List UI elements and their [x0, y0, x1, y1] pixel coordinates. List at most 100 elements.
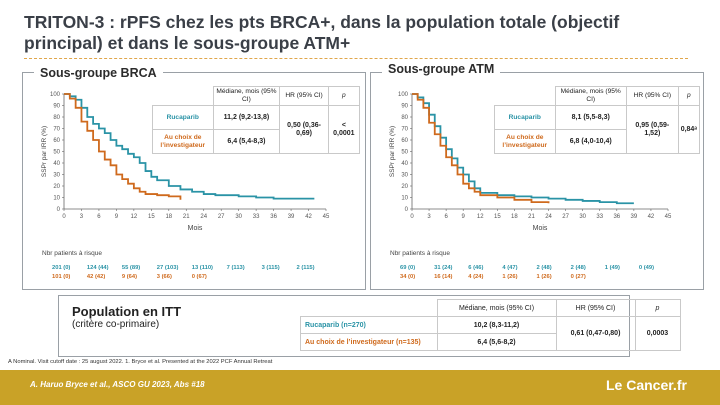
itt-col-p: p — [634, 299, 681, 317]
brca-x-tick-label: 45 — [323, 214, 330, 220]
brca-x-tick-label: 42 — [305, 214, 312, 220]
atm-col-hr: HR (95% CI) — [625, 86, 679, 106]
atm-risk-label: Nbr patients à risque — [390, 250, 450, 257]
atm-x-tick-label: 33 — [596, 214, 603, 220]
atm-y-tick-label: 50 — [401, 150, 408, 156]
brca-x-tick-label: 30 — [235, 214, 242, 220]
risk-value: 201 (0) — [52, 265, 71, 271]
brca-y-tick-label: 100 — [50, 92, 61, 98]
itt-stats-table: Médiane, mois (95% CI) HR (95% CI) p Ruc… — [300, 299, 681, 351]
risk-value: 9 (64) — [121, 274, 138, 280]
atm-x-tick-label: 45 — [665, 214, 672, 220]
atm-stats-table: Médiane, mois (95% CI) HR (95% CI) p Ruc… — [494, 86, 701, 154]
brca-x-tick-label: 9 — [115, 214, 119, 220]
brca-col-median: Médiane, mois (95% CI) — [212, 86, 281, 106]
itt-investigator-label: Au choix de l’investigateur (n=135) — [300, 333, 438, 351]
risk-value: 27 (103) — [156, 265, 179, 271]
brca-x-tick-label: 3 — [80, 214, 84, 220]
brca-x-tick-label: 18 — [165, 214, 172, 220]
atm-x-tick-label: 27 — [562, 214, 569, 220]
atm-y-tick-label: 90 — [401, 104, 408, 110]
atm-y-tick-label: 20 — [401, 184, 408, 190]
itt-investigator-median: 6,4 (5,6-8,2) — [436, 333, 557, 351]
brca-y-tick-label: 80 — [53, 115, 60, 121]
lecancer-logo: Le Cancer.fr — [606, 377, 687, 393]
brca-rucaparib-curve — [64, 93, 315, 200]
atm-y-tick-label: 60 — [401, 138, 408, 144]
brca-x-axis-label: Mois — [188, 225, 203, 232]
atm-rucaparib-curve — [412, 93, 634, 205]
brca-y-tick-label: 50 — [53, 150, 60, 156]
atm-y-tick-label: 80 — [401, 115, 408, 121]
atm-investigator-median: 6,8 (4,0-10,4) — [554, 129, 627, 154]
atm-x-tick-label: 39 — [631, 214, 638, 220]
atm-y-tick-label: 30 — [401, 173, 408, 179]
risk-value: 2 (48) — [570, 265, 586, 271]
brca-y-tick-label: 10 — [53, 196, 60, 202]
atm-y-tick-label: 10 — [401, 196, 408, 202]
atm-y-tick-label: 100 — [398, 92, 409, 98]
brca-p: < 0,0001 — [327, 105, 361, 154]
brca-y-tick-label: 70 — [53, 127, 60, 133]
risk-value: 7 (113) — [226, 265, 245, 271]
risk-value: 16 (14) — [434, 274, 453, 280]
title-divider — [24, 58, 688, 59]
atm-y-tick-label: 40 — [401, 161, 408, 167]
risk-value: 34 (0) — [400, 274, 416, 280]
atm-x-tick-label: 12 — [477, 214, 484, 220]
risk-value: 69 (0) — [400, 265, 416, 271]
brca-col-p: p — [327, 86, 361, 106]
atm-p: 0,84ᵃ — [677, 105, 701, 154]
brca-x-tick-label: 6 — [97, 214, 101, 220]
risk-value: 1 (49) — [604, 265, 620, 271]
brca-col-hr: HR (95% CI) — [279, 86, 329, 106]
brca-y-axis-label: SSPr par IRR (%) — [41, 126, 48, 177]
risk-value: 0 (49) — [638, 265, 655, 271]
brca-y-tick-label: 30 — [53, 173, 60, 179]
itt-p: 0,0003 — [634, 316, 681, 351]
itt-title: Population en ITT — [72, 304, 182, 319]
itt-subtitle: (critère co-primaire) — [72, 319, 160, 330]
atm-x-tick-label: 6 — [444, 214, 448, 220]
brca-x-tick-label: 21 — [183, 214, 190, 220]
slide-title: TRITON-3 : rPFS chez les pts BRCA+, dans… — [24, 12, 620, 53]
risk-value: 4 (24) — [468, 274, 484, 280]
risk-value: 0 (67) — [191, 274, 207, 280]
atm-panel-title: Sous-groupe ATM — [382, 62, 501, 76]
risk-value: 3 (115) — [261, 265, 280, 271]
atm-x-tick-label: 21 — [528, 214, 535, 220]
brca-x-tick-label: 24 — [200, 214, 207, 220]
brca-investigator-label: Au choix de l’investigateur — [152, 129, 214, 154]
atm-x-tick-label: 9 — [462, 214, 466, 220]
risk-value: 4 (47) — [502, 265, 518, 271]
atm-x-tick-label: 15 — [494, 214, 501, 220]
atm-panel — [370, 72, 704, 290]
risk-value: 3 (66) — [156, 274, 172, 280]
atm-x-tick-label: 24 — [545, 214, 552, 220]
atm-col-p: p — [677, 86, 701, 106]
brca-panel-title: Sous-groupe BRCA — [34, 66, 163, 80]
atm-hr: 0,95 (0,59-1,52) — [625, 105, 679, 154]
brca-y-tick-label: 40 — [53, 161, 60, 167]
brca-hr: 0,50 (0,36-0,69) — [279, 105, 329, 154]
atm-x-tick-label: 36 — [613, 214, 620, 220]
risk-value: 13 (110) — [191, 265, 213, 271]
brca-investigator-curve — [64, 93, 182, 200]
brca-x-tick-label: 15 — [148, 214, 155, 220]
brca-y-tick-label: 60 — [53, 138, 60, 144]
risk-value: 31 (24) — [434, 265, 453, 271]
brca-x-tick-label: 0 — [62, 214, 66, 220]
brca-y-tick-label: 0 — [57, 207, 61, 213]
brca-risk-label: Nbr patients à risque — [42, 250, 102, 257]
atm-x-axis-label: Mois — [533, 225, 548, 232]
footer-bar — [0, 370, 720, 405]
itt-rucaparib-label: Rucaparib (n=270) — [300, 316, 438, 334]
brca-stats-table: Médiane, mois (95% CI) HR (95% CI) p Ruc… — [152, 86, 361, 154]
brca-y-tick-label: 90 — [53, 104, 60, 110]
atm-investigator-curve — [412, 93, 550, 204]
atm-col-median: Médiane, mois (95% CI) — [554, 86, 627, 106]
risk-value: 2 (115) — [296, 265, 315, 271]
brca-panel — [22, 72, 366, 290]
